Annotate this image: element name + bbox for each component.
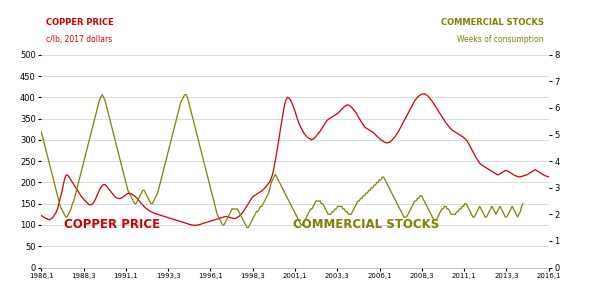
Text: c/lb, 2017 dollars: c/lb, 2017 dollars <box>47 35 113 44</box>
Text: COMMERCIAL STOCKS: COMMERCIAL STOCKS <box>441 18 543 27</box>
Text: Weeks of consumption: Weeks of consumption <box>457 35 543 44</box>
Text: COPPER PRICE: COPPER PRICE <box>64 219 160 231</box>
Text: COMMERCIAL STOCKS: COMMERCIAL STOCKS <box>293 219 439 231</box>
Text: COPPER PRICE: COPPER PRICE <box>47 18 114 27</box>
